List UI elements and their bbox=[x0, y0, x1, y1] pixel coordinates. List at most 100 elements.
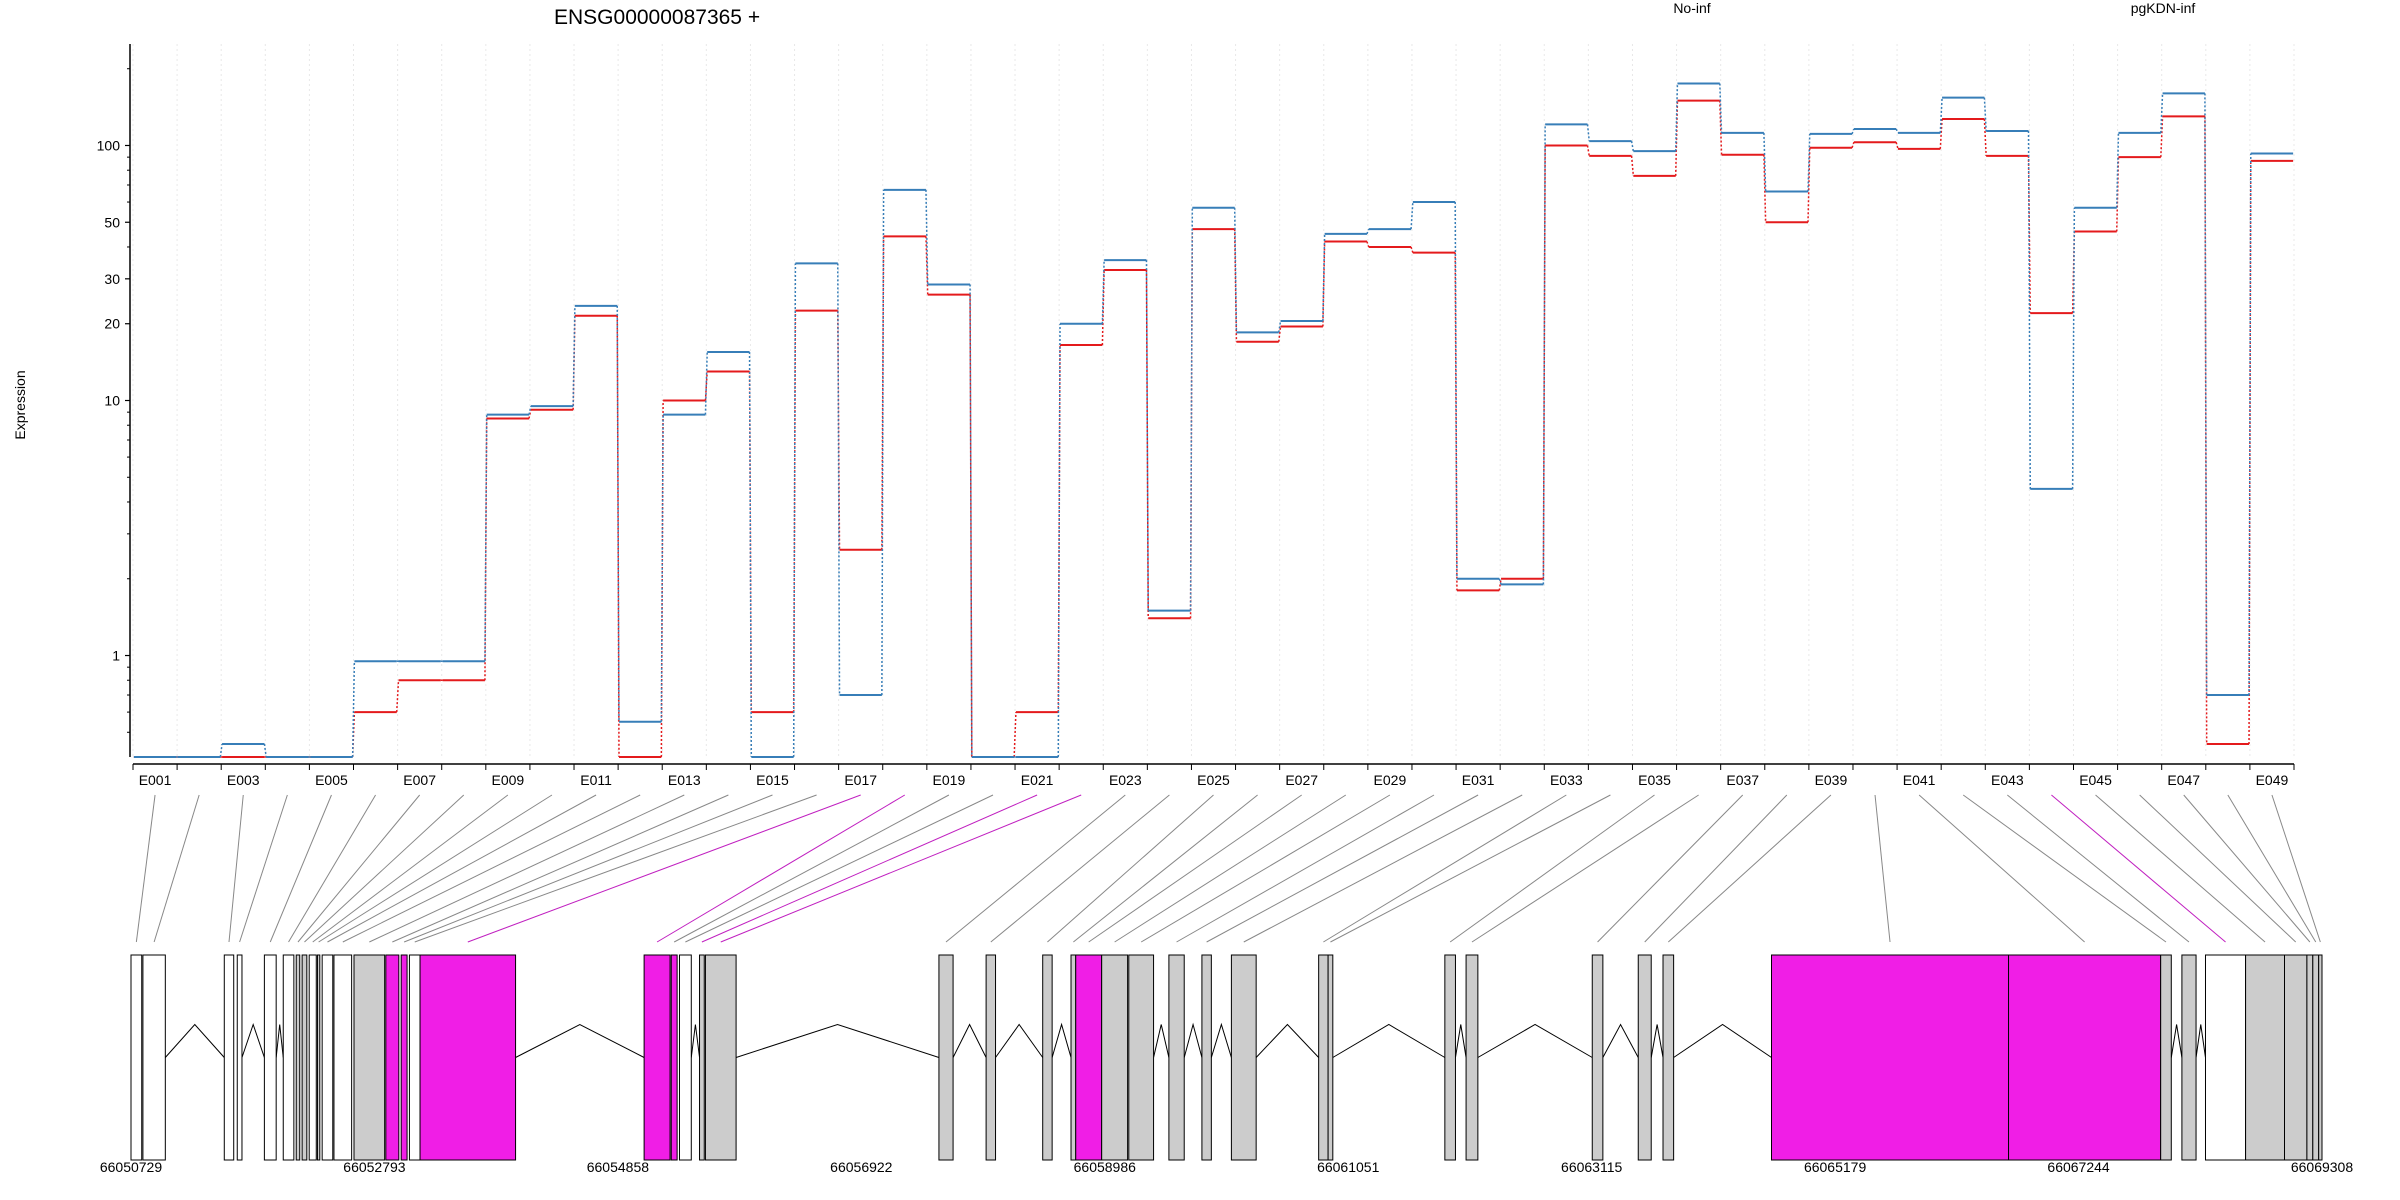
coordinate-label: 66069308 bbox=[2291, 1159, 2354, 1175]
exon-box bbox=[1042, 954, 1053, 1161]
exon-box bbox=[2204, 954, 2247, 1161]
exon-connector bbox=[2183, 794, 2311, 943]
series-connector bbox=[881, 189, 885, 696]
series-connector bbox=[969, 294, 973, 758]
x-tick-label: E013 bbox=[668, 772, 701, 788]
series-connector bbox=[1895, 142, 1899, 150]
series-connector bbox=[1586, 145, 1590, 157]
exon-box bbox=[353, 954, 386, 1161]
exon-connector bbox=[1667, 794, 1832, 943]
exon-connector bbox=[318, 794, 553, 943]
exon-box bbox=[400, 954, 408, 1161]
exon-connector bbox=[945, 794, 1126, 943]
exon-box bbox=[1465, 954, 1479, 1161]
x-tick-label: E011 bbox=[580, 772, 612, 788]
intron-line bbox=[2170, 1024, 2183, 1058]
exon-box bbox=[1101, 954, 1129, 1161]
exon-connector bbox=[392, 794, 729, 943]
series-connector bbox=[1719, 83, 1723, 133]
exon-connector bbox=[135, 794, 156, 943]
series-connector bbox=[1542, 124, 1546, 585]
exon-connector bbox=[1176, 794, 1435, 943]
series-connector bbox=[1057, 345, 1061, 713]
x-tick-label: E005 bbox=[315, 772, 348, 788]
exon-box bbox=[1637, 954, 1652, 1161]
exon-connector bbox=[312, 794, 509, 943]
series-connector bbox=[1807, 133, 1811, 192]
x-tick-label: E047 bbox=[2167, 772, 2200, 788]
exon-box bbox=[295, 954, 301, 1161]
exon-box bbox=[704, 954, 737, 1161]
exon-box bbox=[1444, 954, 1456, 1161]
exon-connector bbox=[1073, 794, 1258, 943]
coordinate-label: 66054858 bbox=[587, 1159, 650, 1175]
series-connector bbox=[1410, 202, 1414, 230]
exon-box bbox=[1075, 954, 1103, 1161]
x-tick-label: E031 bbox=[1462, 772, 1495, 788]
intron-line bbox=[1210, 1022, 1232, 1058]
exon-connector bbox=[1471, 794, 1699, 943]
series-connector bbox=[395, 680, 400, 713]
series-connector bbox=[1322, 233, 1326, 322]
exon-box bbox=[2283, 954, 2308, 1161]
x-tick-label: E043 bbox=[1991, 772, 2024, 788]
x-tick-label: E019 bbox=[933, 772, 966, 788]
exon-connector bbox=[701, 794, 1038, 943]
exon-box bbox=[408, 954, 421, 1161]
series-connector bbox=[660, 400, 664, 758]
exon-connector bbox=[228, 794, 244, 943]
series-connector bbox=[351, 712, 356, 758]
series-connector bbox=[1057, 323, 1061, 758]
series-connector bbox=[616, 315, 620, 758]
intron-line bbox=[515, 1023, 645, 1058]
intron-line bbox=[1332, 1023, 1446, 1058]
coordinate-label: 66056922 bbox=[830, 1159, 893, 1175]
exon-connector bbox=[1330, 794, 1611, 943]
series-connector bbox=[1366, 241, 1370, 248]
series-connector bbox=[2160, 93, 2164, 133]
series-connector bbox=[2071, 207, 2076, 489]
exon-connector bbox=[2051, 794, 2226, 943]
exon-connector bbox=[304, 794, 465, 943]
series-connector bbox=[2204, 93, 2208, 696]
series-connector bbox=[616, 305, 620, 722]
intron-line bbox=[275, 1024, 284, 1058]
intron-line bbox=[1051, 1022, 1072, 1058]
series-connector bbox=[1278, 326, 1282, 342]
series-connector bbox=[1630, 155, 1635, 176]
intron-line bbox=[164, 1023, 225, 1058]
exon-box bbox=[142, 954, 166, 1161]
x-tick-label: E037 bbox=[1726, 772, 1759, 788]
exon-connector bbox=[1644, 794, 1788, 943]
intron-line bbox=[1602, 1023, 1639, 1058]
exon-box bbox=[1230, 954, 1257, 1161]
y-tick-label: 10 bbox=[104, 393, 120, 409]
exon-box bbox=[263, 954, 277, 1161]
exon-box bbox=[670, 954, 678, 1161]
x-tick-label: E007 bbox=[403, 772, 436, 788]
intron-line bbox=[1183, 1022, 1203, 1058]
exon-box bbox=[985, 954, 997, 1161]
exon-connector bbox=[1918, 794, 2085, 943]
series-connector bbox=[1189, 207, 1194, 611]
series-connector bbox=[528, 409, 532, 419]
series-connector bbox=[1939, 97, 1943, 133]
series-connector bbox=[969, 284, 973, 758]
y-tick-label: 30 bbox=[104, 271, 120, 287]
exon-connector bbox=[1140, 794, 1391, 943]
exon-connector bbox=[656, 794, 906, 943]
legend-entry-no-inf: No-inf bbox=[1673, 0, 1710, 16]
exon-connector bbox=[2095, 794, 2266, 943]
exon-connector bbox=[2139, 794, 2297, 943]
x-axis: E001 E003 E005 E007 E009 E011 E013 E015 E017 E019… bbox=[132, 763, 2295, 788]
exon-box bbox=[419, 954, 517, 1161]
exon-box bbox=[643, 954, 671, 1161]
exon-box bbox=[2306, 954, 2314, 1161]
exon-connector bbox=[1088, 794, 1302, 943]
series-connector bbox=[1983, 97, 1987, 132]
series-connector bbox=[484, 414, 488, 662]
x-tick-label: E025 bbox=[1197, 772, 1230, 788]
series-connector bbox=[1013, 712, 1017, 758]
series-pgkdn-inf bbox=[133, 82, 2294, 758]
intron-line bbox=[241, 1022, 265, 1058]
